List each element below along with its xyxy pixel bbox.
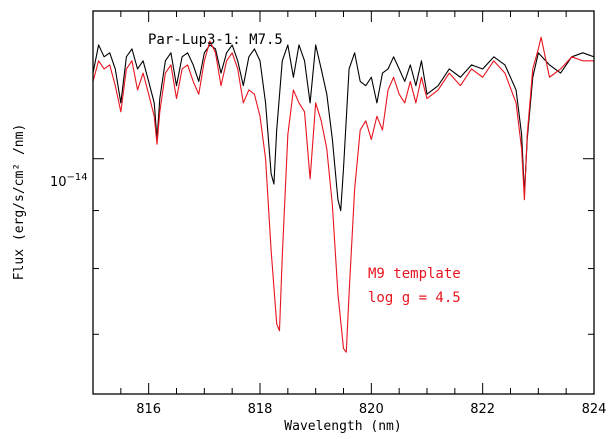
x-tick-label: 818 xyxy=(248,402,273,417)
y-tick-label: 10−14 xyxy=(50,172,88,190)
y-tick-exponent: −14 xyxy=(67,172,88,183)
y-axis-title: Flux (erg/s/cm² /nm) xyxy=(12,124,27,281)
x-tick-label: 824 xyxy=(582,402,607,417)
template-spectrum-line xyxy=(93,36,594,353)
object-annotation: Par-Lup3-1: M7.5 xyxy=(148,32,283,48)
x-tick-labels: 816 818 820 822 824 xyxy=(136,402,606,417)
observed-spectrum-line xyxy=(93,44,594,212)
x-tick-label: 816 xyxy=(136,402,161,417)
template-annotation: M9 template xyxy=(368,266,461,282)
logg-annotation: log g = 4.5 xyxy=(368,290,461,306)
x-tick-label: 822 xyxy=(470,402,495,417)
series-layer xyxy=(93,36,594,353)
y-tick-base: 10 xyxy=(50,175,67,190)
x-axis-title: Wavelength (nm) xyxy=(284,419,401,434)
x-tick-label: 820 xyxy=(359,402,384,417)
ticks-layer xyxy=(92,11,595,394)
